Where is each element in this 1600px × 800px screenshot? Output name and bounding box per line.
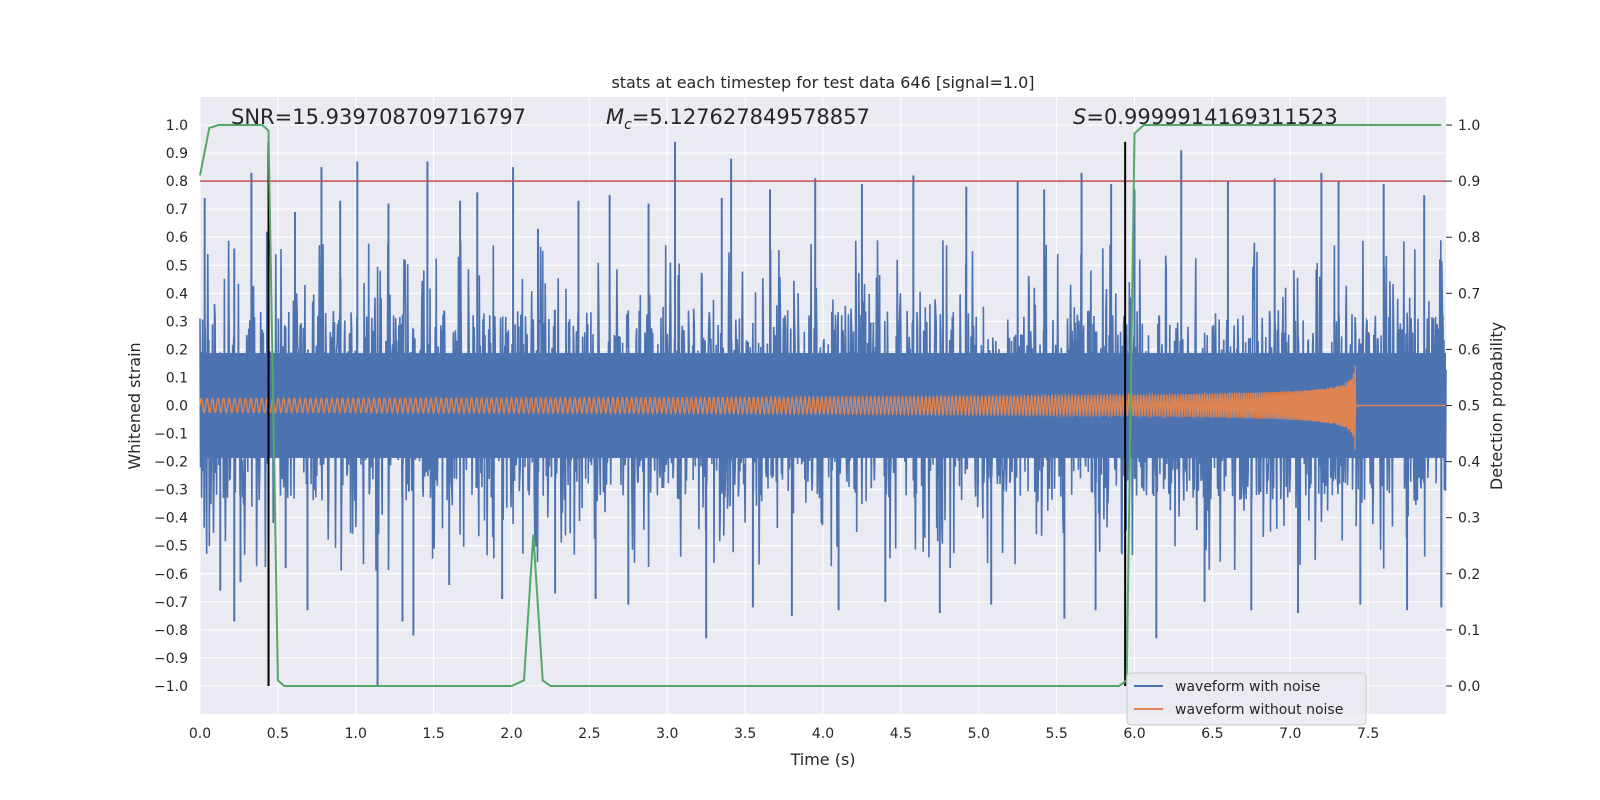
y2-tick-label-4: 0.6 <box>1458 342 1480 358</box>
y2-tick-label-10: 0.0 <box>1458 679 1480 695</box>
y-tick-label-5: 0.5 <box>166 258 188 274</box>
y-tick-label-10: 0.0 <box>166 399 188 415</box>
clean-waveform-trace <box>199 365 1446 450</box>
y-tick-label-3: 0.7 <box>166 202 188 218</box>
score-annotation: S=0.9999914169311523 <box>1073 105 1338 129</box>
x-tick-label-5: 2.5 <box>578 726 600 742</box>
y-tick-label-6: 0.4 <box>166 286 188 302</box>
chirp-mass-value: =5.127627849578857 <box>632 105 870 129</box>
x-tick-label-2: 1.0 <box>345 726 367 742</box>
chart-title: stats at each timestep for test data 646… <box>611 73 1034 92</box>
y-tick-label-18: −0.8 <box>154 623 188 639</box>
x-tick-label-1: 0.5 <box>267 726 289 742</box>
x-tick-label-4: 2.0 <box>500 726 522 742</box>
legend-label-noise: waveform with noise <box>1175 679 1320 695</box>
snr-annotation: SNR=15.939708709716797 <box>231 105 526 129</box>
chirp-mass-subscript: c <box>624 117 632 133</box>
y-tick-label-0: 1.0 <box>166 118 188 134</box>
y2-tick-label-3: 0.7 <box>1458 286 1480 302</box>
y-tick-labels: 1.0 0.9 0.8 0.7 0.6 0.5 0.4 0.3 0.2 0.1 0.0 −0.1 −0.… <box>154 118 188 695</box>
legend-label-clean: waveform without noise <box>1175 702 1343 718</box>
x-axis-label: Time (s) <box>789 750 855 769</box>
y2-tick-label-6: 0.4 <box>1458 455 1480 471</box>
y2-tick-label-8: 0.2 <box>1458 567 1480 583</box>
y2-tick-label-1: 0.9 <box>1458 174 1480 190</box>
x-tick-label-12: 6.0 <box>1123 726 1145 742</box>
x-tick-labels: 0.0 0.5 1.0 1.5 2.0 2.5 3.0 3.5 4.0 4.5 5.0 5.5 6.0 6… <box>189 726 1379 742</box>
x-tick-label-15: 7.5 <box>1357 726 1379 742</box>
x-tick-label-13: 6.5 <box>1201 726 1223 742</box>
y-tick-label-16: −0.6 <box>154 567 188 583</box>
y-tick-label-12: −0.2 <box>154 455 188 471</box>
y-tick-label-9: 0.1 <box>166 370 188 386</box>
y-tick-label-19: −0.9 <box>154 651 188 667</box>
y-tick-label-2: 0.8 <box>166 174 188 190</box>
overlay-layer <box>199 124 1446 687</box>
detection-probability-line <box>199 124 1442 687</box>
x-tick-label-0: 0.0 <box>189 726 211 742</box>
y2-tick-label-5: 0.5 <box>1458 399 1480 415</box>
y2-tick-label-2: 0.8 <box>1458 230 1480 246</box>
legend-box <box>1126 672 1367 726</box>
y2-tick-label-0: 1.0 <box>1458 118 1480 134</box>
y-tick-label-15: −0.5 <box>154 539 188 555</box>
y-tick-label-17: −0.7 <box>154 595 188 611</box>
x-tick-label-7: 3.5 <box>734 726 756 742</box>
clean-series <box>199 365 1446 450</box>
chirp-mass-symbol: M <box>606 105 624 129</box>
y2-axis-label: Detection probability <box>1487 322 1506 490</box>
y-tick-label-20: −1.0 <box>154 679 188 695</box>
score-value: =0.9999914169311523 <box>1086 105 1337 129</box>
x-tick-label-14: 7.0 <box>1279 726 1301 742</box>
y2-tick-label-7: 0.3 <box>1458 511 1480 527</box>
x-tick-label-9: 4.5 <box>890 726 912 742</box>
y-tick-label-4: 0.6 <box>166 230 188 246</box>
y2-tick-labels: 1.0 0.9 0.8 0.7 0.6 0.5 0.4 0.3 0.2 0.1 0.0 <box>1446 118 1480 695</box>
score-symbol: S <box>1073 105 1086 129</box>
y-tick-label-11: −0.1 <box>154 427 188 443</box>
x-tick-label-11: 5.5 <box>1045 726 1067 742</box>
x-tick-label-10: 5.0 <box>968 726 990 742</box>
y2-tick-label-9: 0.1 <box>1458 623 1480 639</box>
y-tick-label-13: −0.3 <box>154 483 188 499</box>
legend: waveform with noise waveform without noi… <box>1126 672 1367 726</box>
y-tick-label-7: 0.3 <box>166 314 188 330</box>
y-tick-label-1: 0.9 <box>166 146 188 162</box>
x-tick-label-3: 1.5 <box>422 726 444 742</box>
y-tick-label-8: 0.2 <box>166 342 188 358</box>
y-axis-label: Whitened strain <box>125 342 144 469</box>
chirp-mass-annotation: Mc=5.127627849578857 <box>606 105 870 133</box>
x-tick-label-6: 3.0 <box>656 726 678 742</box>
y-tick-label-14: −0.4 <box>154 511 188 527</box>
x-tick-label-8: 4.0 <box>812 726 834 742</box>
